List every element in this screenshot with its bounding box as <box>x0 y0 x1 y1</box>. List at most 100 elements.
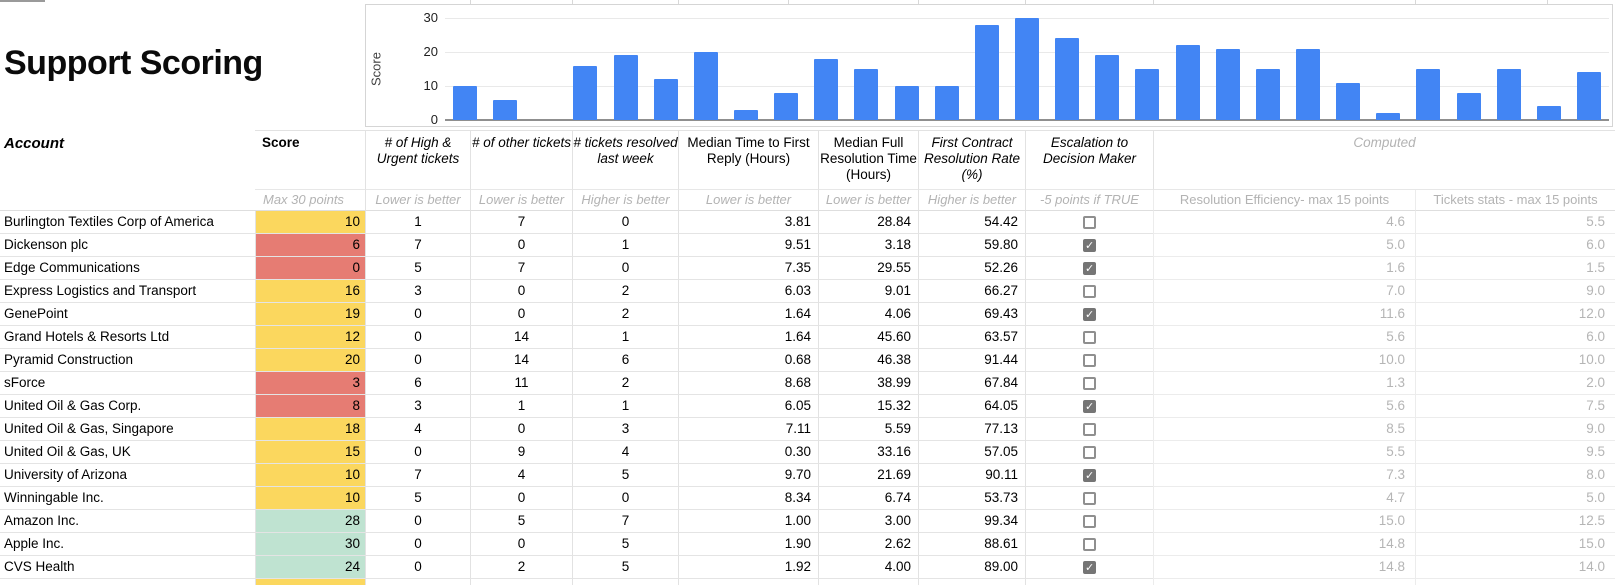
col-header-escalation[interactable]: Escalation to Decision Maker <box>1025 130 1153 190</box>
cell-score[interactable]: 30 <box>255 533 365 556</box>
cell-tickets-resolved[interactable]: 2 <box>572 303 678 326</box>
cell-median-full-resolution[interactable]: 29.55 <box>818 257 918 280</box>
cell-score[interactable]: 16 <box>255 280 365 303</box>
cell-tickets-stats[interactable]: 12.5 <box>1415 510 1615 533</box>
cell-fcr-rate[interactable]: 59.80 <box>918 234 1025 257</box>
cell-high-urgent-tickets[interactable]: 3 <box>365 280 470 303</box>
cell-median-full-resolution[interactable]: 28.84 <box>818 211 918 234</box>
cell-other-tickets[interactable]: 0 <box>470 234 572 257</box>
cell-escalation[interactable] <box>1025 441 1153 464</box>
cell-score[interactable]: 10 <box>255 487 365 510</box>
escalation-checkbox[interactable]: ✓ <box>1083 468 1096 482</box>
cell-median-first-reply[interactable]: 9.70 <box>678 464 818 487</box>
cell-resolution-efficiency[interactable]: 4.6 <box>1153 211 1415 234</box>
cell-resolution-efficiency[interactable]: 5.6 <box>1153 395 1415 418</box>
cell-tickets-stats[interactable]: 5.5 <box>1415 211 1615 234</box>
cell-tickets-stats[interactable]: 14.0 <box>1415 556 1615 579</box>
cell-score[interactable]: 12 <box>255 326 365 349</box>
cell-high-urgent-tickets[interactable]: 5 <box>365 487 470 510</box>
escalation-checkbox[interactable] <box>1083 353 1096 367</box>
cell-fcr-rate[interactable]: 90.11 <box>918 464 1025 487</box>
cell-median-full-resolution[interactable]: 6.74 <box>818 487 918 510</box>
cell-other-tickets[interactable]: 0 <box>470 280 572 303</box>
escalation-checkbox[interactable]: ✓ <box>1083 399 1096 413</box>
cell-high-urgent-tickets[interactable]: 1 <box>365 211 470 234</box>
cell-tickets-resolved[interactable]: 2 <box>572 280 678 303</box>
cell-account[interactable]: Burlington Textiles Corp of America <box>0 211 255 234</box>
cell-high-urgent-tickets[interactable]: 3 <box>365 395 470 418</box>
cell-fcr-rate[interactable]: 69.43 <box>918 303 1025 326</box>
cell-median-full-resolution[interactable]: 38.99 <box>818 372 918 395</box>
cell-fcr-rate[interactable]: 67.84 <box>918 372 1025 395</box>
cell-median-first-reply[interactable]: 1.90 <box>678 533 818 556</box>
cell-median-first-reply[interactable]: 0.68 <box>678 349 818 372</box>
cell-resolution-efficiency[interactable]: 15.0 <box>1153 510 1415 533</box>
cell-score[interactable]: 0 <box>255 257 365 280</box>
cell-tickets-resolved[interactable]: 0 <box>572 487 678 510</box>
cell-tickets-stats[interactable]: 2.0 <box>1415 372 1615 395</box>
cell-tickets-stats[interactable]: 5.0 <box>1415 487 1615 510</box>
col-header-other-tickets[interactable]: # of other tickets <box>470 130 572 190</box>
cell-other-tickets[interactable]: 11 <box>470 372 572 395</box>
score-chart[interactable]: Score 0 10 20 30 <box>365 4 1613 127</box>
cell-fcr-rate[interactable]: 88.61 <box>918 533 1025 556</box>
col-header-high-urgent-tickets[interactable]: # of High & Urgent tickets <box>365 130 470 190</box>
col-header-median-first-reply[interactable]: Median Time to First Reply (Hours) <box>678 130 818 190</box>
col-header-account[interactable]: Account <box>4 135 64 152</box>
cell-escalation[interactable] <box>1025 211 1153 234</box>
cell-other-tickets[interactable]: 7 <box>470 257 572 280</box>
cell-tickets-resolved[interactable]: 2 <box>572 372 678 395</box>
subheader-high-urgent[interactable]: Lower is better <box>365 190 470 211</box>
cell-median-full-resolution[interactable]: 33.16 <box>818 441 918 464</box>
col-header-tickets-resolved[interactable]: # tickets resolved last week <box>572 130 678 190</box>
cell-score[interactable]: 19 <box>255 303 365 326</box>
cell-account[interactable]: United Oil & Gas Corp. <box>0 395 255 418</box>
cell-median-first-reply[interactable]: 7.35 <box>678 257 818 280</box>
cell-score[interactable]: 6 <box>255 234 365 257</box>
escalation-checkbox[interactable] <box>1083 284 1096 298</box>
cell-resolution-efficiency[interactable]: 4.7 <box>1153 487 1415 510</box>
cell-median-full-resolution[interactable]: 3.00 <box>818 510 918 533</box>
cell-fcr-rate[interactable]: 57.05 <box>918 441 1025 464</box>
escalation-checkbox[interactable]: ✓ <box>1083 261 1096 275</box>
escalation-checkbox[interactable] <box>1083 330 1096 344</box>
cell-tickets-stats[interactable]: 9.0 <box>1415 418 1615 441</box>
cell-resolution-efficiency[interactable]: 14.8 <box>1153 533 1415 556</box>
cell-account[interactable]: Pyramid Construction <box>0 349 255 372</box>
escalation-checkbox[interactable] <box>1083 514 1096 528</box>
cell-resolution-efficiency[interactable]: 5.5 <box>1153 441 1415 464</box>
cell-median-first-reply[interactable]: 7.11 <box>678 418 818 441</box>
col-header-fcr-rate[interactable]: First Contract Resolution Rate (%) <box>918 130 1025 190</box>
cell-tickets-stats[interactable]: 1.5 <box>1415 257 1615 280</box>
subheader-fcr-rate[interactable]: Higher is better <box>918 190 1025 211</box>
cell-high-urgent-tickets[interactable]: 0 <box>365 441 470 464</box>
cell-escalation[interactable] <box>1025 349 1153 372</box>
cell-other-tickets[interactable]: 14 <box>470 326 572 349</box>
cell-account[interactable]: United Oil & Gas, UK <box>0 441 255 464</box>
cell-tickets-stats[interactable]: 10.0 <box>1415 349 1615 372</box>
cell-median-first-reply[interactable]: 8.68 <box>678 372 818 395</box>
cell-tickets-stats[interactable]: 7.5 <box>1415 395 1615 418</box>
cell-high-urgent-tickets[interactable]: 7 <box>365 234 470 257</box>
cell-median-first-reply[interactable]: 3.81 <box>678 211 818 234</box>
cell-fcr-rate[interactable]: 77.13 <box>918 418 1025 441</box>
cell-score[interactable]: 18 <box>255 418 365 441</box>
escalation-checkbox[interactable]: ✓ <box>1083 560 1096 574</box>
cell-median-full-resolution[interactable]: 21.69 <box>818 464 918 487</box>
cell-median-full-resolution[interactable]: 9.01 <box>818 280 918 303</box>
cell-resolution-efficiency[interactable]: 8.5 <box>1153 418 1415 441</box>
cell-score[interactable]: 28 <box>255 510 365 533</box>
subheader-resolution-efficiency[interactable]: Resolution Efficiency- max 15 points <box>1153 190 1415 211</box>
cell-tickets-resolved[interactable]: 0 <box>572 211 678 234</box>
cell-high-urgent-tickets[interactable]: 0 <box>365 533 470 556</box>
cell-high-urgent-tickets[interactable]: 0 <box>365 556 470 579</box>
cell-account[interactable]: Dickenson plc <box>0 234 255 257</box>
subheader-escalation[interactable]: -5 points if TRUE <box>1025 190 1153 211</box>
cell-fcr-rate[interactable]: 66.27 <box>918 280 1025 303</box>
cell-escalation[interactable] <box>1025 487 1153 510</box>
col-header-computed[interactable]: Computed <box>1153 130 1615 190</box>
cell-score[interactable]: 15 <box>255 441 365 464</box>
escalation-checkbox[interactable] <box>1083 491 1096 505</box>
cell-fcr-rate[interactable]: 52.26 <box>918 257 1025 280</box>
cell-tickets-resolved[interactable]: 4 <box>572 441 678 464</box>
